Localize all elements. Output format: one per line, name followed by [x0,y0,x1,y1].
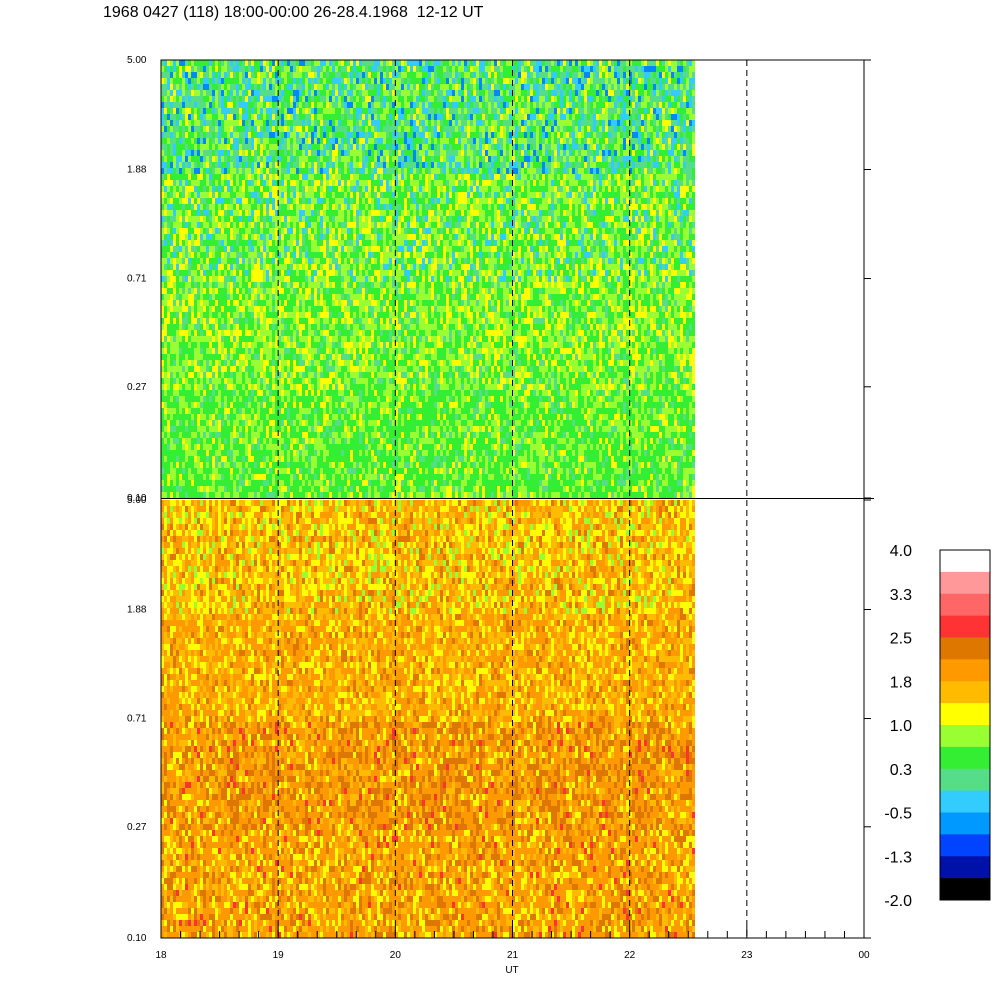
colorbar-segment [940,593,990,617]
y-tick-label: 0.10 [127,493,147,504]
x-tick-label: 20 [390,950,402,961]
x-tick-label: 19 [273,950,285,961]
y-tick-label: 0.27 [127,822,147,833]
x-tick-label: 23 [741,950,753,961]
colorbar-label: 4.0 [890,543,912,560]
x-axis: UT 18 19 20 21 22 23 00 [155,926,870,976]
y-tick-label: 0.27 [127,382,147,393]
colorbar-label: 1.0 [890,718,912,735]
colorbar-segment [940,681,990,704]
heatmap-cells [161,60,695,498]
y-tick-label: 0.10 [127,933,147,944]
colorbar-segment [940,790,990,813]
x-tick-label: 21 [507,950,519,961]
heatmap-cells [161,500,695,938]
lower-y-axis: 5.00 1.88 0.71 0.27 0.10 [127,495,871,944]
x-tick-label: 18 [155,950,167,961]
y-tick-label: 1.88 [127,165,147,176]
colorbar-segment [940,746,990,770]
colorbar-segment [940,550,990,573]
colorbar-segment [940,725,990,748]
chart-title: 1968 0427 (118) 18:00-00:00 26-28.4.1968… [103,4,483,22]
colorbar-label: -2.0 [884,893,912,910]
colorbar-segment [940,703,990,726]
time-gridlines [277,60,748,938]
upper-y-axis: 5.00 1.88 0.71 0.27 0.10 [127,55,871,504]
colorbar-segment [940,834,990,857]
colorbar-label: 1.8 [890,674,912,691]
y-tick-label: 0.71 [127,714,147,725]
colorbar-segment [940,659,990,682]
y-tick-label: 0.71 [127,274,147,285]
x-tick-label: 00 [858,950,870,961]
colorbar-segment [940,615,990,638]
colorbar-segment [940,812,990,835]
colorbar: 4.0 3.3 2.5 1.8 1.0 0.3 -0.5 -1.3 -2.0 [884,543,991,910]
y-tick-label: 1.88 [127,605,147,616]
colorbar-segment [940,571,990,595]
colorbar-label: 2.5 [890,631,912,648]
x-tick-label: 22 [624,950,636,961]
y-tick-label: 5.00 [127,55,147,66]
colorbar-label: -0.5 [884,806,912,823]
colorbar-segment [940,856,990,879]
colorbar-label: 0.3 [890,762,912,779]
lower-spectrogram-panel [161,500,695,938]
upper-spectrogram-panel [161,60,695,498]
colorbar-segment [940,637,990,660]
x-axis-label: UT [505,965,518,976]
colorbar-label: -1.3 [884,849,912,866]
y-tick-label: 5.00 [127,495,147,506]
colorbar-label: 3.3 [890,587,912,604]
colorbar-segment [940,768,990,792]
colorbar-segment [940,878,990,901]
